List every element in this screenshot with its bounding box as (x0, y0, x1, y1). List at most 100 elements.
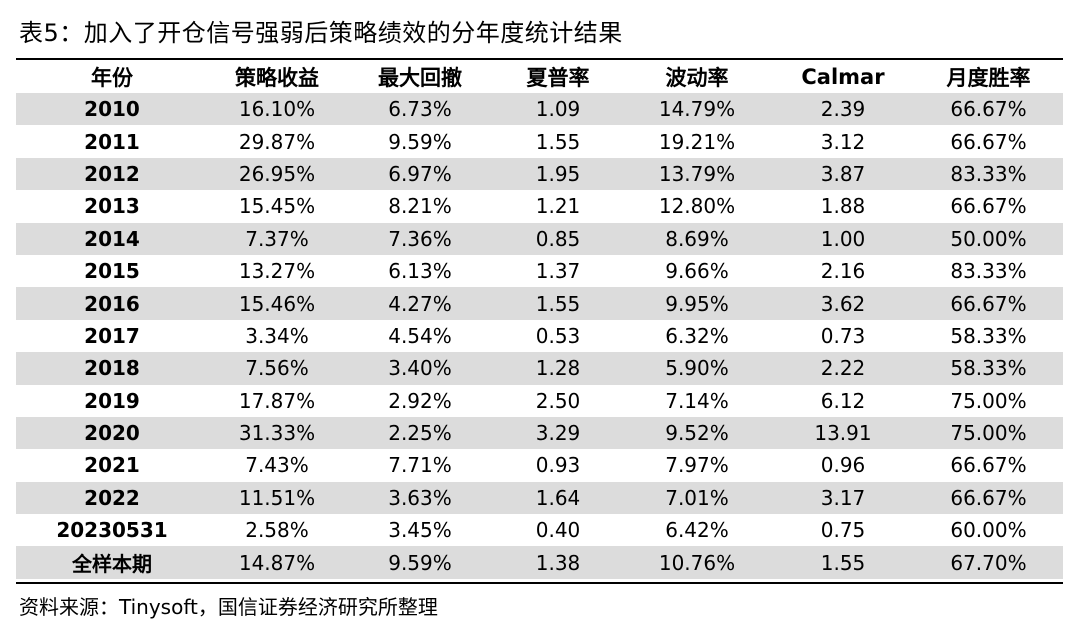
table-bottom-rule (16, 582, 1063, 584)
cell-sharpe-ratio: 1.28 (494, 352, 622, 385)
table-row: 2012 26.95% 6.97% 1.95 13.79% 3.87 83.33% (16, 157, 1063, 191)
cell-calmar: 3.62 (772, 287, 914, 320)
cell-strategy-return: 31.33% (208, 416, 346, 450)
header-volatility: 波动率 (665, 66, 729, 90)
cell-calmar: 13.91 (772, 416, 914, 450)
cell-year: 全样本期 (16, 546, 208, 579)
header-sharpe-ratio: 夏普率 (526, 66, 590, 90)
cell-max-drawdown: 7.71% (388, 453, 452, 478)
table-row: 2010 16.10% 6.73% 1.09 14.79% 2.39 66.67% (16, 93, 1063, 126)
cell-year: 2017 (84, 323, 140, 348)
cell-strategy-return: 26.95% (208, 157, 346, 191)
table-title: 表5：加入了开仓信号强弱后策略绩效的分年度统计结果 (19, 19, 623, 47)
cell-monthly-win-rate: 66.67% (950, 194, 1027, 219)
cell-monthly-win-rate: 83.33% (914, 157, 1063, 191)
header-calmar: Calmar (801, 65, 885, 89)
cell-sharpe-ratio: 1.09 (494, 93, 622, 126)
cell-strategy-return: 2.58% (245, 518, 309, 543)
cell-year: 20230531 (56, 518, 168, 543)
cell-year: 2015 (84, 259, 140, 284)
cell-year: 2011 (84, 129, 140, 154)
cell-monthly-win-rate: 75.00% (950, 388, 1027, 413)
cell-sharpe-ratio: 1.55 (494, 287, 622, 320)
table-row: 2020 31.33% 2.25% 3.29 9.52% 13.91 75.00% (16, 416, 1063, 450)
cell-max-drawdown: 2.25% (346, 416, 494, 450)
cell-strategy-return: 29.87% (238, 129, 316, 154)
header-strategy-return: 策略收益 (235, 66, 319, 90)
cell-sharpe-ratio: 2.50 (535, 388, 581, 413)
cell-max-drawdown: 8.21% (388, 194, 452, 219)
cell-volatility: 14.79% (622, 93, 772, 126)
cell-sharpe-ratio: 1.38 (494, 546, 622, 579)
cell-calmar: 2.22 (772, 352, 914, 385)
cell-sharpe-ratio: 0.40 (535, 518, 581, 543)
cell-max-drawdown: 7.36% (346, 222, 494, 255)
cell-year: 2012 (16, 157, 208, 191)
cell-year: 2016 (16, 287, 208, 320)
cell-monthly-win-rate: 66.67% (950, 129, 1027, 154)
cell-max-drawdown: 9.59% (388, 129, 452, 154)
header-max-drawdown: 最大回撤 (378, 66, 462, 90)
table-row: 2016 15.46% 4.27% 1.55 9.95% 3.62 66.67% (16, 287, 1063, 320)
cell-max-drawdown: 6.13% (388, 259, 452, 284)
cell-monthly-win-rate: 66.67% (914, 93, 1063, 126)
table-body: 2010 16.10% 6.73% 1.09 14.79% 2.39 66.67% 2011 2… (16, 93, 1063, 579)
cell-calmar: 1.00 (772, 222, 914, 255)
cell-monthly-win-rate: 58.33% (914, 352, 1063, 385)
header-row: 年份 策略收益 最大回撤 夏普率 波动率 Calmar 月度胜率 (16, 61, 1063, 93)
cell-sharpe-ratio: 1.64 (494, 481, 622, 515)
table-row: 2015 13.27% 6.13% 1.37 9.66% 2.16 83.33% (16, 255, 1063, 287)
cell-year: 2013 (84, 194, 140, 219)
cell-strategy-return: 16.10% (208, 93, 346, 126)
cell-volatility: 6.32% (665, 323, 729, 348)
cell-calmar: 0.96 (820, 453, 866, 478)
cell-sharpe-ratio: 1.95 (494, 157, 622, 191)
cell-volatility: 9.52% (622, 416, 772, 450)
cell-strategy-return: 15.45% (238, 194, 316, 219)
cell-monthly-win-rate: 60.00% (950, 518, 1027, 543)
cell-year: 2020 (16, 416, 208, 450)
source-note: 资料来源：Tinysoft，国信证券经济研究所整理 (19, 595, 438, 619)
cell-calmar: 1.55 (772, 546, 914, 579)
cell-max-drawdown: 6.97% (346, 157, 494, 191)
cell-calmar: 0.73 (820, 323, 866, 348)
cell-calmar: 2.16 (820, 259, 866, 284)
cell-sharpe-ratio: 0.53 (535, 323, 581, 348)
cell-max-drawdown: 4.54% (388, 323, 452, 348)
cell-strategy-return: 15.46% (208, 287, 346, 320)
table-row: 2017 3.34% 4.54% 0.53 6.32% 0.73 58.33% (16, 320, 1063, 352)
header-monthly-win-rate: 月度胜率 (946, 66, 1031, 90)
performance-table: 年份 策略收益 最大回撤 夏普率 波动率 Calmar 月度胜率 2010 16.… (16, 61, 1063, 579)
cell-calmar: 2.39 (772, 93, 914, 126)
cell-volatility: 5.90% (622, 352, 772, 385)
cell-calmar: 6.12 (820, 388, 866, 413)
cell-volatility: 12.80% (658, 194, 736, 219)
cell-monthly-win-rate: 75.00% (914, 416, 1063, 450)
cell-year: 2021 (84, 453, 140, 478)
cell-max-drawdown: 2.92% (388, 388, 452, 413)
cell-max-drawdown: 6.73% (346, 93, 494, 126)
cell-strategy-return: 3.34% (245, 323, 309, 348)
cell-max-drawdown: 3.40% (346, 352, 494, 385)
cell-monthly-win-rate: 66.67% (950, 453, 1027, 478)
cell-max-drawdown: 4.27% (346, 287, 494, 320)
cell-strategy-return: 7.37% (208, 222, 346, 255)
cell-monthly-win-rate: 83.33% (950, 259, 1027, 284)
cell-strategy-return: 7.56% (208, 352, 346, 385)
cell-strategy-return: 13.27% (238, 259, 316, 284)
cell-strategy-return: 7.43% (245, 453, 309, 478)
cell-calmar: 3.12 (820, 129, 866, 154)
cell-volatility: 8.69% (622, 222, 772, 255)
cell-volatility: 19.21% (658, 129, 736, 154)
cell-year: 2019 (84, 388, 140, 413)
table-row: 2013 15.45% 8.21% 1.21 12.80% 1.88 66.67% (16, 190, 1063, 222)
cell-year: 2014 (16, 222, 208, 255)
table-row: 20230531 2.58% 3.45% 0.40 6.42% 0.75 60.00% (16, 514, 1063, 546)
cell-volatility: 9.95% (622, 287, 772, 320)
table-row: 2014 7.37% 7.36% 0.85 8.69% 1.00 50.00% (16, 222, 1063, 255)
cell-monthly-win-rate: 66.67% (914, 287, 1063, 320)
cell-strategy-return: 17.87% (238, 388, 316, 413)
cell-year: 2010 (16, 93, 208, 126)
table-row: 2022 11.51% 3.63% 1.64 7.01% 3.17 66.67% (16, 481, 1063, 515)
header-year: 年份 (91, 66, 133, 90)
